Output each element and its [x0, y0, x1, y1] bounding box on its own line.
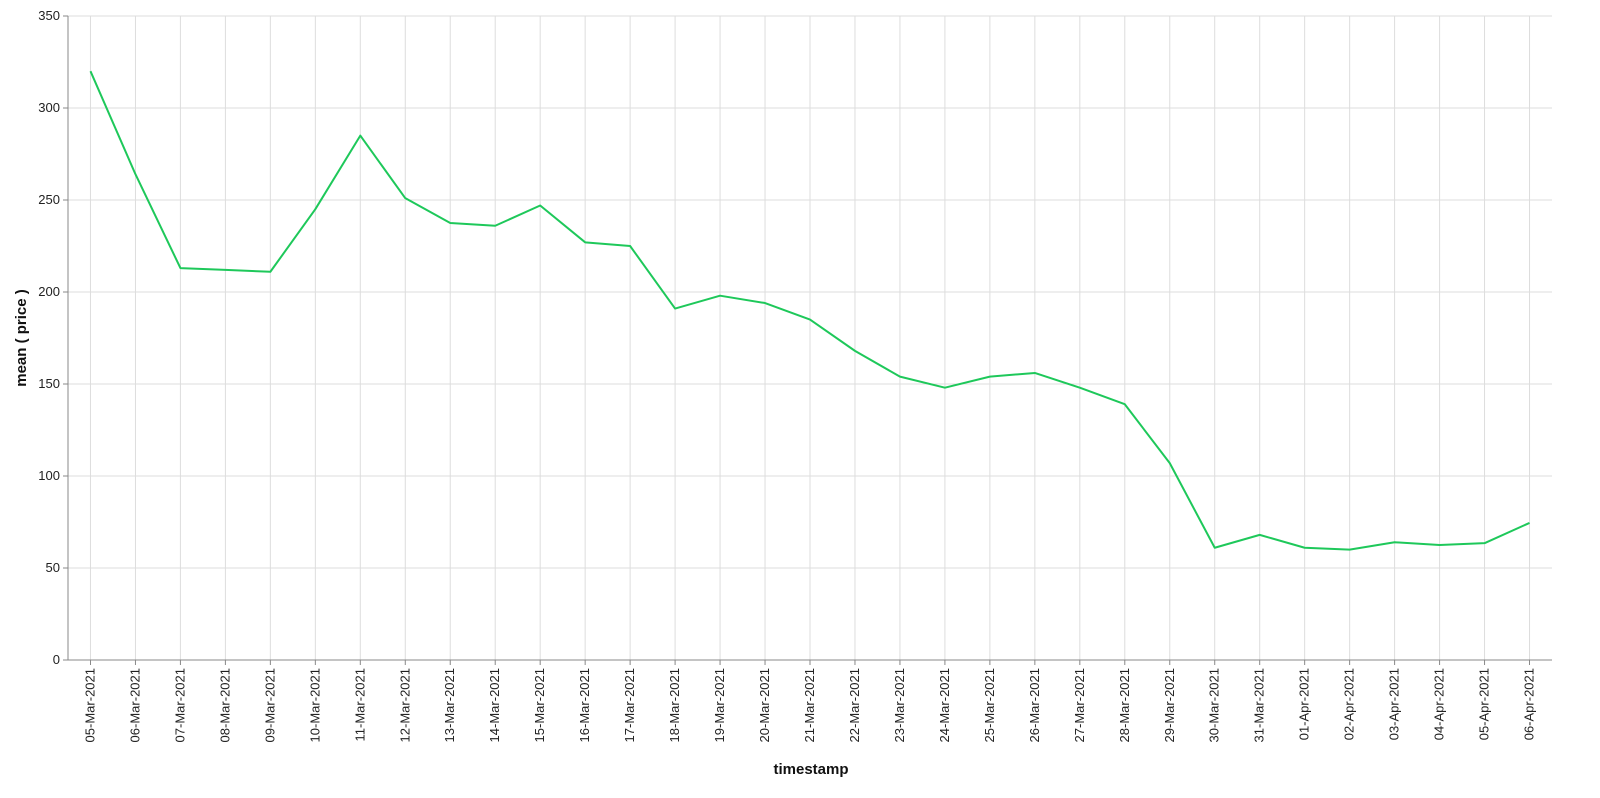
- x-tick-label: 04-Apr-2021: [1432, 668, 1447, 740]
- y-tick-label: 50: [46, 560, 60, 575]
- x-tick-label: 05-Mar-2021: [82, 668, 97, 742]
- y-tick-label: 250: [38, 192, 60, 207]
- x-tick-label: 28-Mar-2021: [1117, 668, 1132, 742]
- x-tick-label: 22-Mar-2021: [847, 668, 862, 742]
- x-tick-label: 05-Apr-2021: [1477, 668, 1492, 740]
- x-tick-label: 24-Mar-2021: [937, 668, 952, 742]
- x-tick-label: 09-Mar-2021: [262, 668, 277, 742]
- x-tick-label: 18-Mar-2021: [667, 668, 682, 742]
- x-tick-label: 19-Mar-2021: [712, 668, 727, 742]
- x-tick-label: 12-Mar-2021: [397, 668, 412, 742]
- x-tick-label: 16-Mar-2021: [577, 668, 592, 742]
- x-tick-label: 23-Mar-2021: [892, 668, 907, 742]
- x-tick-label: 14-Mar-2021: [487, 668, 502, 742]
- x-tick-label: 06-Mar-2021: [127, 668, 142, 742]
- x-tick-label: 30-Mar-2021: [1207, 668, 1222, 742]
- x-tick-label: 02-Apr-2021: [1342, 668, 1357, 740]
- x-tick-label: 01-Apr-2021: [1297, 668, 1312, 740]
- line: [89, 70, 1530, 551]
- y-tick-label: 350: [38, 8, 60, 23]
- x-tick-label: 21-Mar-2021: [802, 668, 817, 742]
- x-axis-title: timestamp: [773, 761, 848, 778]
- x-tick-label: 15-Mar-2021: [532, 668, 547, 742]
- x-tick-label: 03-Apr-2021: [1387, 668, 1402, 740]
- x-tick-label: 10-Mar-2021: [307, 668, 322, 742]
- y-tick-label: 0: [53, 652, 60, 667]
- x-tick-label: 29-Mar-2021: [1162, 668, 1177, 742]
- x-tick-label: 08-Mar-2021: [217, 668, 232, 742]
- y-tick-label: 100: [38, 468, 60, 483]
- x-tick-label: 27-Mar-2021: [1072, 668, 1087, 742]
- y-tick-label: 300: [38, 100, 60, 115]
- x-tick-label: 26-Mar-2021: [1027, 668, 1042, 742]
- x-tick-label: 11-Mar-2021: [352, 668, 367, 741]
- x-tick-label: 13-Mar-2021: [442, 668, 457, 742]
- x-tick-label: 25-Mar-2021: [982, 668, 997, 742]
- x-tick-label: 31-Mar-2021: [1252, 668, 1267, 742]
- x-tick-label: 17-Mar-2021: [622, 668, 637, 742]
- x-tick-label: 06-Apr-2021: [1522, 668, 1537, 740]
- x-tick-label: 07-Mar-2021: [172, 668, 187, 742]
- y-tick-label: 150: [38, 376, 60, 391]
- y-axis-title: mean ( price ): [13, 289, 30, 387]
- y-tick-label: 200: [38, 284, 60, 299]
- x-tick-label: 20-Mar-2021: [757, 668, 772, 742]
